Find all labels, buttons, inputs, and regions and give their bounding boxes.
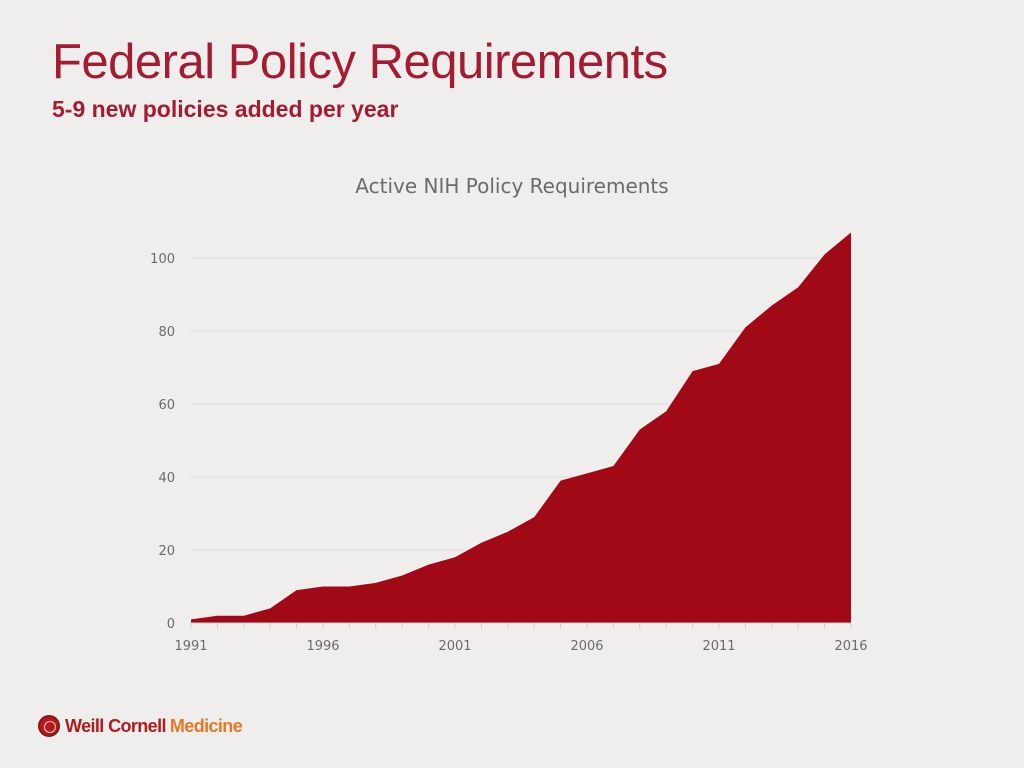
x-tick-label-2011: 2011 (702, 639, 735, 654)
footer-logo: Weill Cornell Medicine (38, 712, 243, 740)
area-fill (191, 232, 851, 623)
x-tick-label-1991: 1991 (174, 639, 207, 654)
y-axis: 0 20 40 60 80 100 (150, 252, 175, 632)
x-tick-label-2016: 2016 (834, 639, 867, 654)
y-tick-label-40: 40 (158, 471, 175, 486)
brand-accent: Medicine (169, 715, 243, 736)
y-tick-label-0: 0 (167, 617, 175, 632)
slide-subtitle: 5-9 new policies added per year (52, 96, 399, 122)
y-tick-label-60: 60 (158, 398, 175, 413)
y-tick-label-100: 100 (150, 252, 175, 267)
slide-title: Federal Policy Requirements (52, 35, 668, 89)
brand-name: Weill Cornell (65, 715, 166, 736)
x-tick-label-1996: 1996 (306, 639, 339, 654)
y-tick-label-80: 80 (158, 325, 175, 340)
x-tick-label-2001: 2001 (438, 639, 471, 654)
x-axis: 1991 1996 2001 2006 2011 2016 (174, 622, 868, 654)
cornell-seal-icon (38, 715, 60, 737)
x-tick-label-2006: 2006 (570, 639, 603, 654)
chart-title: Active NIH Policy Requirements (355, 174, 668, 198)
area-series (191, 232, 851, 623)
y-tick-label-20: 20 (158, 544, 175, 559)
